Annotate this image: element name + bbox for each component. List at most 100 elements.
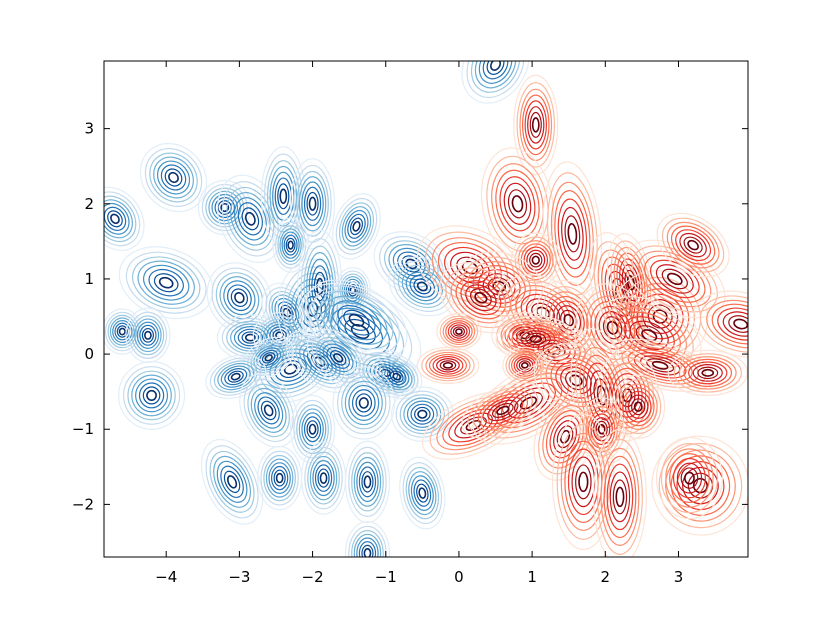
contour-line (455, 276, 507, 320)
contour-line (406, 400, 438, 428)
contour-line (351, 389, 376, 417)
contour-line (144, 148, 203, 207)
contour-line (312, 285, 400, 355)
blue-contour-cluster (391, 386, 454, 442)
contour-line (118, 327, 126, 336)
contour-line (432, 356, 464, 375)
contour-line (578, 471, 589, 493)
contour-line (233, 326, 267, 350)
contour-line (341, 376, 387, 430)
contour-line (107, 210, 123, 228)
contour-line (344, 209, 369, 243)
contour-line (522, 329, 586, 371)
contour-line (455, 328, 463, 335)
contour-line (567, 222, 578, 245)
contour-line (260, 450, 299, 506)
blue-contour-cluster (104, 308, 143, 355)
contour-line (148, 268, 184, 297)
y-tick-label: 3 (84, 120, 94, 138)
blue-contour-cluster (257, 445, 303, 511)
contour-line (277, 225, 304, 266)
contour-line (556, 423, 611, 540)
contour-line (499, 176, 536, 232)
contour-line (224, 368, 248, 386)
contour-line (621, 387, 655, 427)
contour-line (261, 352, 276, 364)
blue-contour-cluster (461, 61, 530, 104)
contour-line (436, 312, 482, 351)
contour-line (547, 172, 598, 296)
contour-line (405, 466, 440, 520)
contour-line (392, 372, 402, 381)
x-tick-label: 0 (454, 568, 464, 586)
contour-line (104, 206, 127, 231)
contour-line (138, 382, 165, 409)
contour-line (168, 171, 179, 184)
contour-line (697, 366, 719, 380)
contour-line (116, 325, 128, 338)
contour-line (226, 475, 238, 489)
contour-line (467, 386, 539, 435)
contour-line (306, 420, 319, 439)
contour-line (326, 346, 350, 369)
contour-line (285, 237, 296, 253)
contour-line (531, 255, 540, 265)
red-contour-cluster (656, 212, 730, 278)
contour-line (556, 425, 574, 449)
x-tick-label: −2 (302, 568, 324, 586)
contour-line (667, 272, 683, 286)
contour-line (333, 353, 344, 363)
contour-line (606, 320, 619, 335)
contour-line (220, 365, 251, 388)
contour-line (447, 322, 471, 341)
contour-line (633, 401, 643, 412)
contour-line (554, 190, 591, 278)
contour-line (307, 451, 340, 505)
contour-line (676, 462, 703, 494)
contour-line (319, 290, 394, 350)
contour-line (410, 475, 434, 511)
contour-line (600, 447, 640, 546)
contour-line (358, 541, 377, 557)
contour-line (158, 276, 174, 289)
contour-line (542, 342, 566, 358)
contour-line (439, 315, 479, 348)
contour-line (344, 318, 376, 345)
contour-line (592, 428, 647, 557)
contour-line (520, 330, 551, 348)
contour-line (277, 301, 297, 325)
contour-line (507, 387, 550, 419)
contour-line (290, 394, 336, 464)
contour-line (529, 252, 543, 268)
contour-line (317, 468, 330, 488)
contour-line (104, 199, 133, 239)
contour-line (678, 356, 737, 390)
contour-line (331, 300, 382, 341)
contour-line (660, 442, 719, 514)
contour-line (263, 404, 274, 417)
contour-line (561, 206, 584, 261)
contour-line (598, 311, 627, 345)
contour-line (531, 117, 540, 133)
contour-line (139, 324, 157, 346)
blue-contour-cluster (118, 246, 214, 320)
contour-line (335, 197, 378, 255)
contour-line (611, 307, 687, 364)
contour-line (405, 258, 418, 270)
contour-line (287, 240, 294, 250)
contour-line (226, 284, 252, 312)
contour-line (209, 357, 262, 396)
contour-line (122, 366, 181, 425)
contour-line (217, 362, 255, 391)
contour-line (386, 367, 407, 386)
contour-line (206, 262, 273, 334)
contour-line (491, 163, 544, 245)
contour-line (692, 364, 723, 382)
contour-line (303, 186, 322, 221)
contour-line (348, 313, 365, 327)
contour-line (474, 292, 488, 304)
contour-line (410, 403, 435, 425)
contour-line (234, 292, 245, 304)
contour-line (104, 186, 145, 251)
